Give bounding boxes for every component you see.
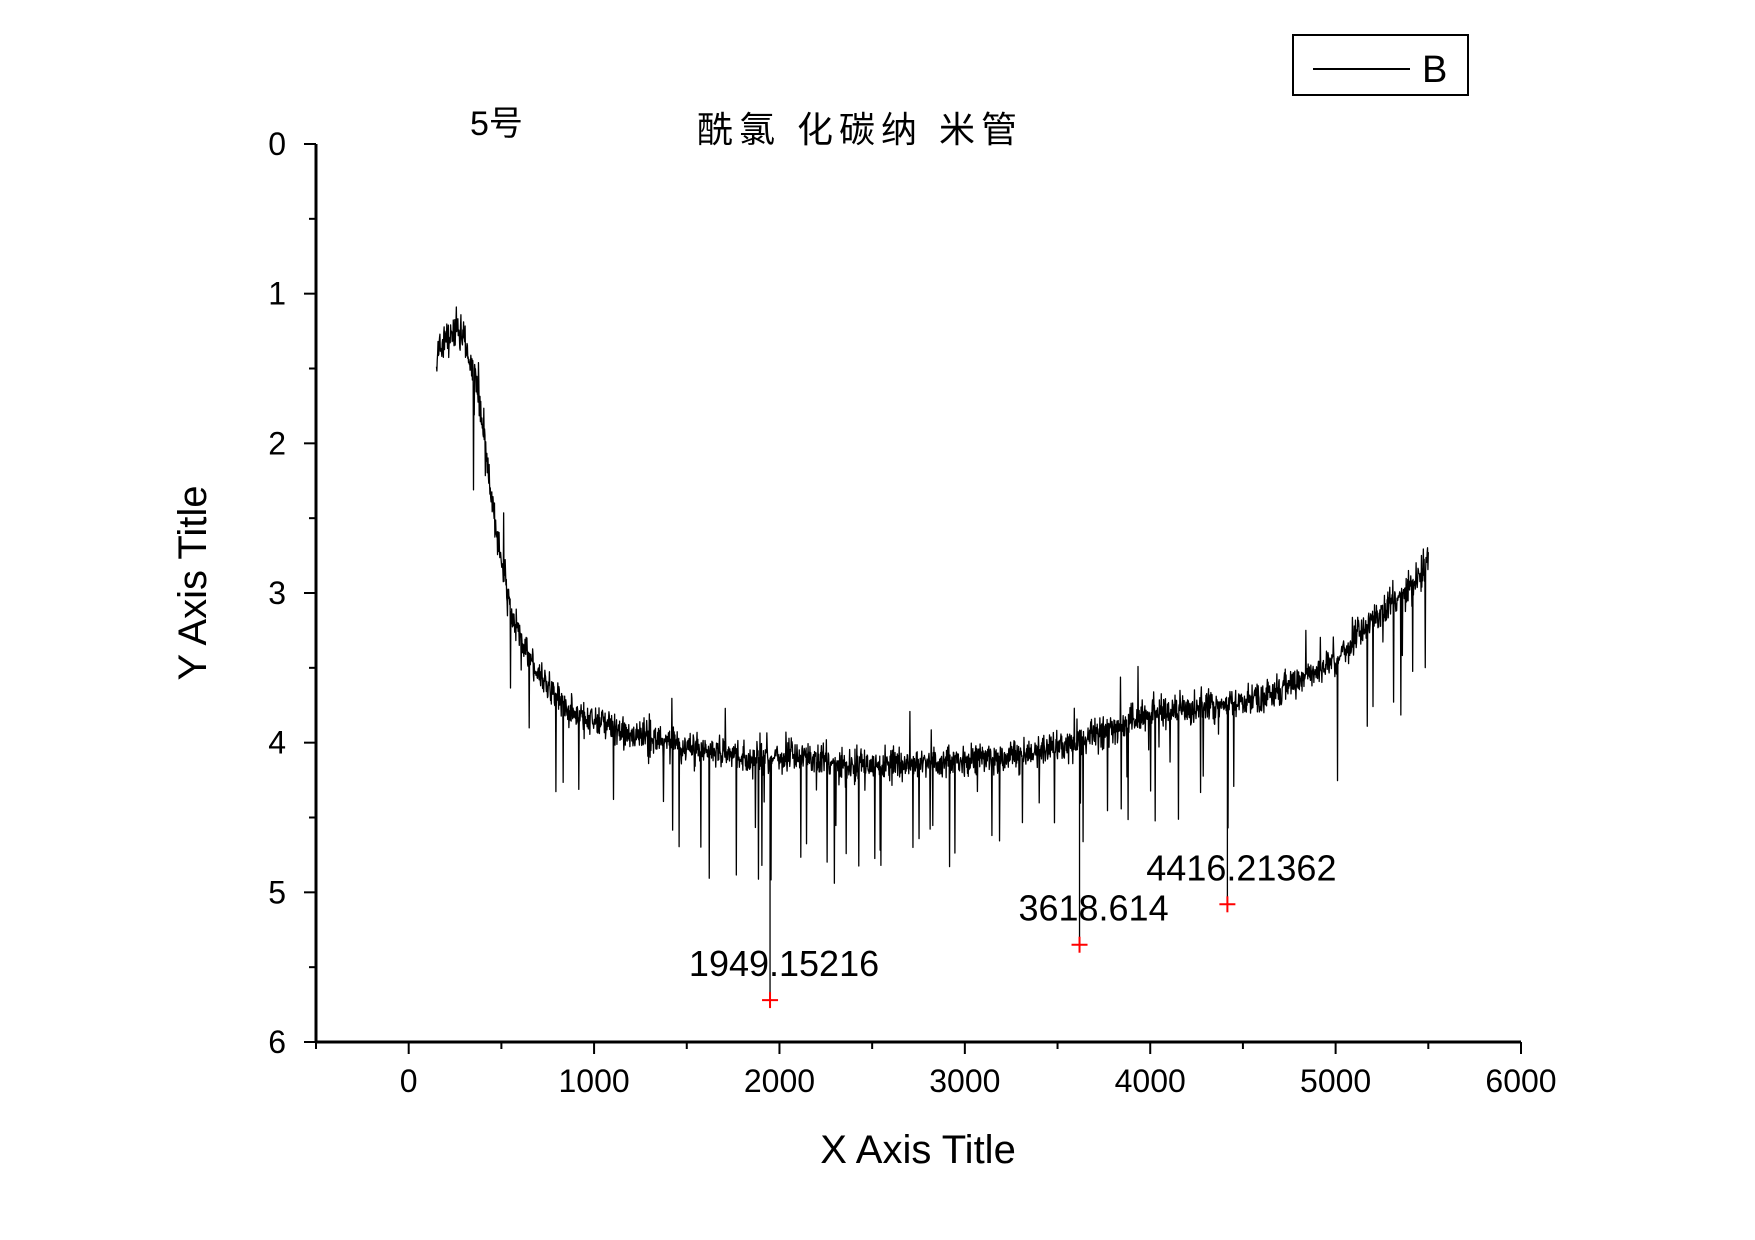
chart-subtitle: 5号: [470, 105, 523, 143]
annotation-label: 4416.21362: [1146, 847, 1336, 888]
x-tick-label: 2000: [744, 1063, 815, 1099]
annotation-label: 3618.614: [1018, 888, 1168, 929]
x-tick-label: 0: [400, 1063, 418, 1099]
y-tick-label: 3: [268, 575, 286, 611]
x-tick-label: 6000: [1485, 1063, 1556, 1099]
x-tick-label: 3000: [929, 1063, 1000, 1099]
annotation-label: 1949.15216: [689, 943, 879, 984]
y-tick-label: 4: [268, 725, 286, 761]
y-tick-label: 6: [268, 1024, 286, 1060]
x-tick-label: 5000: [1300, 1063, 1371, 1099]
chart-title: 酰氯 化碳纳 米管: [697, 109, 1023, 150]
x-tick-label: 1000: [558, 1063, 629, 1099]
y-tick-label: 2: [268, 425, 286, 461]
series-line-b: [435, 306, 1429, 884]
y-tick-label: 5: [268, 874, 286, 910]
y-axis-label: Y Axis Title: [171, 486, 215, 681]
legend: B: [1292, 34, 1469, 96]
x-tick-label: 4000: [1115, 1063, 1186, 1099]
y-tick-label: 1: [268, 276, 286, 312]
x-axis-label: X Axis Title: [820, 1128, 1016, 1172]
axes: 0 1000 2000 3000 4000 5000 6000 0 1 2 3 4 5 6: [268, 126, 1556, 1099]
legend-box: [1292, 34, 1469, 96]
y-tick-label: 0: [268, 126, 286, 162]
legend-label-b: B: [1422, 49, 1447, 91]
